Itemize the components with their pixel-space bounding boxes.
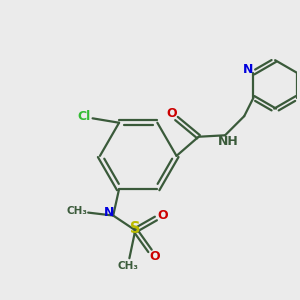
Text: N: N [103, 206, 114, 218]
Text: O: O [149, 250, 160, 263]
Text: N: N [243, 63, 254, 76]
Text: Cl: Cl [77, 110, 90, 123]
Text: NH: NH [218, 135, 239, 148]
Text: S: S [130, 221, 140, 236]
Text: O: O [157, 209, 168, 222]
Text: O: O [167, 107, 177, 120]
Text: CH₃: CH₃ [117, 261, 138, 271]
Text: CH₃: CH₃ [67, 206, 88, 216]
